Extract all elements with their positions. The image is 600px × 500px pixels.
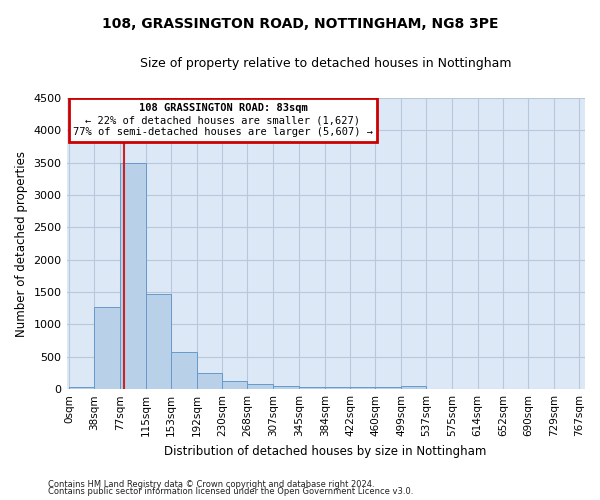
Bar — [69, 98, 377, 142]
Bar — [401, 386, 427, 389]
Bar — [222, 382, 247, 389]
Bar — [274, 386, 299, 389]
Bar — [350, 387, 375, 389]
Text: ← 22% of detached houses are smaller (1,627): ← 22% of detached houses are smaller (1,… — [85, 115, 361, 125]
Text: 77% of semi-detached houses are larger (5,607) →: 77% of semi-detached houses are larger (… — [73, 128, 373, 138]
Bar — [69, 387, 94, 389]
Text: Contains public sector information licensed under the Open Government Licence v3: Contains public sector information licen… — [48, 488, 413, 496]
Bar — [247, 384, 274, 389]
Y-axis label: Number of detached properties: Number of detached properties — [15, 150, 28, 336]
Bar — [121, 163, 146, 389]
Bar — [171, 352, 197, 389]
Title: Size of property relative to detached houses in Nottingham: Size of property relative to detached ho… — [140, 58, 511, 70]
Bar — [375, 387, 401, 389]
Text: 108, GRASSINGTON ROAD, NOTTINGHAM, NG8 3PE: 108, GRASSINGTON ROAD, NOTTINGHAM, NG8 3… — [102, 18, 498, 32]
Bar — [94, 306, 121, 389]
Bar — [146, 294, 171, 389]
Bar — [197, 374, 222, 389]
Bar — [325, 387, 350, 389]
Text: Contains HM Land Registry data © Crown copyright and database right 2024.: Contains HM Land Registry data © Crown c… — [48, 480, 374, 489]
Bar — [299, 387, 325, 389]
X-axis label: Distribution of detached houses by size in Nottingham: Distribution of detached houses by size … — [164, 444, 487, 458]
Text: 108 GRASSINGTON ROAD: 83sqm: 108 GRASSINGTON ROAD: 83sqm — [139, 102, 307, 113]
